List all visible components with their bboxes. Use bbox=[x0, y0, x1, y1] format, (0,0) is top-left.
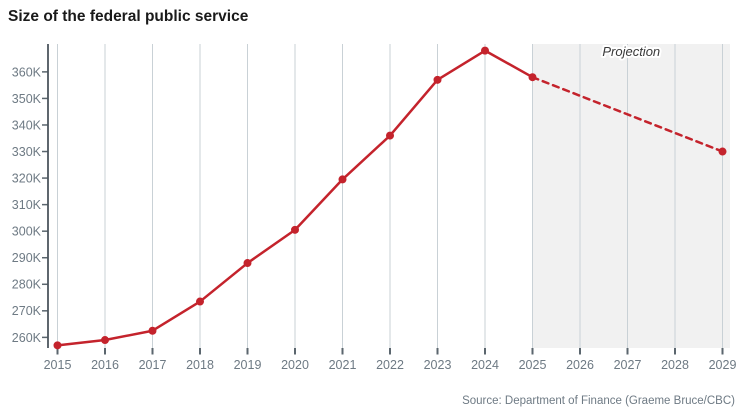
x-axis-label: 2025 bbox=[519, 358, 547, 372]
y-axis-label: 310K bbox=[12, 198, 42, 212]
data-point bbox=[291, 225, 299, 234]
x-axis-label: 2023 bbox=[424, 358, 452, 372]
x-axis-label: 2017 bbox=[139, 358, 167, 372]
x-axis-label: 2024 bbox=[471, 358, 499, 372]
y-axis-label: 280K bbox=[12, 278, 42, 292]
x-axis-label: 2028 bbox=[661, 358, 689, 372]
y-axis-label: 360K bbox=[12, 65, 42, 79]
y-axis-label: 320K bbox=[12, 171, 42, 185]
y-axis-label: 330K bbox=[12, 145, 42, 159]
projection-region bbox=[532, 44, 730, 348]
x-axis-label: 2020 bbox=[281, 358, 309, 372]
data-point bbox=[53, 341, 62, 350]
y-axis-label: 340K bbox=[12, 118, 42, 132]
projection-label-halo: Projection bbox=[602, 44, 660, 59]
x-axis-label: 2015 bbox=[44, 358, 72, 372]
series-projection-line bbox=[531, 75, 724, 153]
x-axis-label: 2021 bbox=[329, 358, 357, 372]
x-axis-label: 2027 bbox=[614, 358, 642, 372]
y-axis-label: 290K bbox=[12, 251, 42, 265]
data-point bbox=[196, 297, 204, 306]
source-caption: Source: Department of Finance (Graeme Br… bbox=[462, 395, 735, 407]
data-point bbox=[243, 259, 252, 268]
x-axis-label: 2029 bbox=[709, 358, 737, 372]
x-axis-label: 2026 bbox=[566, 358, 594, 372]
x-axis-label: 2022 bbox=[376, 358, 404, 372]
data-point bbox=[481, 46, 489, 55]
x-axis-label: 2019 bbox=[234, 358, 262, 372]
projection-label: Projection bbox=[602, 44, 660, 59]
x-axis-label: 2018 bbox=[186, 358, 214, 372]
y-axis-label: 270K bbox=[12, 304, 42, 318]
data-point bbox=[386, 131, 394, 140]
x-axis-label: 2016 bbox=[91, 358, 119, 372]
data-point bbox=[338, 175, 347, 184]
data-point bbox=[433, 75, 442, 84]
chart-title: Size of the federal public service bbox=[8, 8, 249, 25]
data-point bbox=[101, 336, 109, 345]
y-axis-label: 260K bbox=[12, 331, 42, 345]
y-axis-label: 350K bbox=[12, 92, 42, 106]
y-axis-label: 300K bbox=[12, 225, 42, 239]
data-point bbox=[718, 147, 727, 156]
data-point bbox=[148, 326, 157, 335]
